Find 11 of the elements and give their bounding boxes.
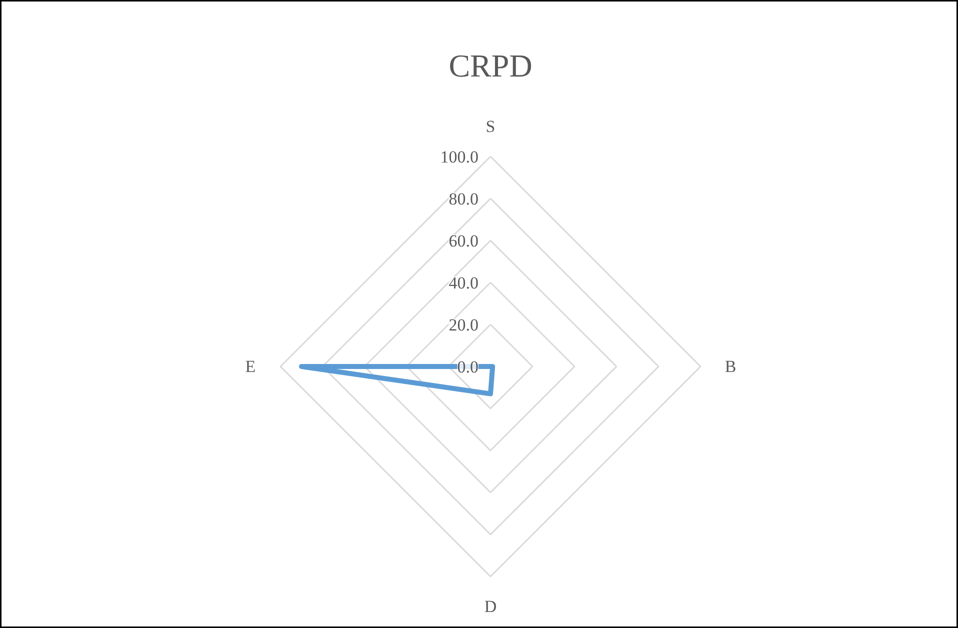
y-tick-label: 60.0 [448,232,478,250]
spoke-label: E [245,357,256,376]
spoke-label: S [486,117,496,136]
spoke-label: B [724,357,736,376]
y-tick-label: 40.0 [448,274,478,292]
y-tick-label: 80.0 [448,190,478,208]
spoke-label: D [484,597,497,616]
y-tick-label: 20.0 [448,316,478,334]
y-tick-label: 0.0 [457,358,478,376]
chart-title: CRPD [448,48,532,84]
y-tick-label: 100.0 [440,148,478,166]
